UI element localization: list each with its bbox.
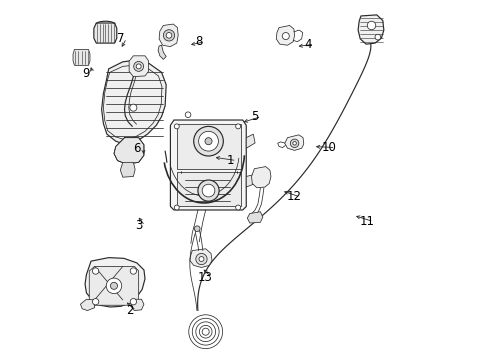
Polygon shape [189,249,212,267]
Text: 7: 7 [116,32,124,45]
Circle shape [163,30,174,41]
Circle shape [204,138,212,145]
Text: 4: 4 [304,38,311,51]
Circle shape [194,226,200,231]
Circle shape [130,268,136,274]
Text: 5: 5 [251,110,258,123]
Circle shape [110,282,117,289]
Polygon shape [170,120,246,210]
Text: 6: 6 [133,142,141,155]
Polygon shape [357,15,383,44]
Circle shape [174,205,179,210]
Polygon shape [246,175,255,187]
Polygon shape [284,135,303,150]
Text: 3: 3 [135,219,142,232]
Text: 8: 8 [195,35,202,48]
Circle shape [130,104,137,111]
Circle shape [92,298,99,305]
Circle shape [106,278,122,294]
Circle shape [235,205,240,210]
Polygon shape [177,123,241,170]
Text: 13: 13 [197,270,212,284]
Text: 10: 10 [321,141,336,154]
Text: 2: 2 [126,304,133,317]
Circle shape [195,253,207,265]
Circle shape [235,124,240,129]
Circle shape [136,64,141,69]
Polygon shape [276,26,294,45]
Circle shape [282,32,289,40]
Circle shape [290,139,298,148]
Circle shape [374,34,380,40]
Polygon shape [120,162,135,177]
Polygon shape [246,134,255,148]
Polygon shape [158,45,166,59]
Circle shape [199,257,203,261]
Circle shape [202,184,214,197]
Polygon shape [129,56,148,77]
Polygon shape [81,299,94,311]
Polygon shape [85,258,145,307]
Circle shape [92,268,99,274]
Polygon shape [102,60,166,145]
Circle shape [166,32,171,38]
Circle shape [198,131,218,151]
Text: 1: 1 [226,154,234,167]
Circle shape [133,62,143,71]
Polygon shape [89,266,139,305]
Circle shape [130,298,136,305]
Polygon shape [94,23,117,43]
Circle shape [198,180,219,201]
Polygon shape [73,49,90,66]
Polygon shape [251,167,270,188]
Circle shape [174,124,179,129]
Text: 12: 12 [286,190,301,203]
Polygon shape [159,24,178,47]
Circle shape [193,126,223,156]
Text: 9: 9 [82,67,90,80]
Circle shape [366,21,375,30]
Circle shape [185,112,190,118]
Polygon shape [247,212,263,223]
Circle shape [292,141,296,145]
Polygon shape [114,138,143,164]
Polygon shape [131,299,143,311]
Polygon shape [177,172,241,207]
Text: 11: 11 [359,215,374,228]
